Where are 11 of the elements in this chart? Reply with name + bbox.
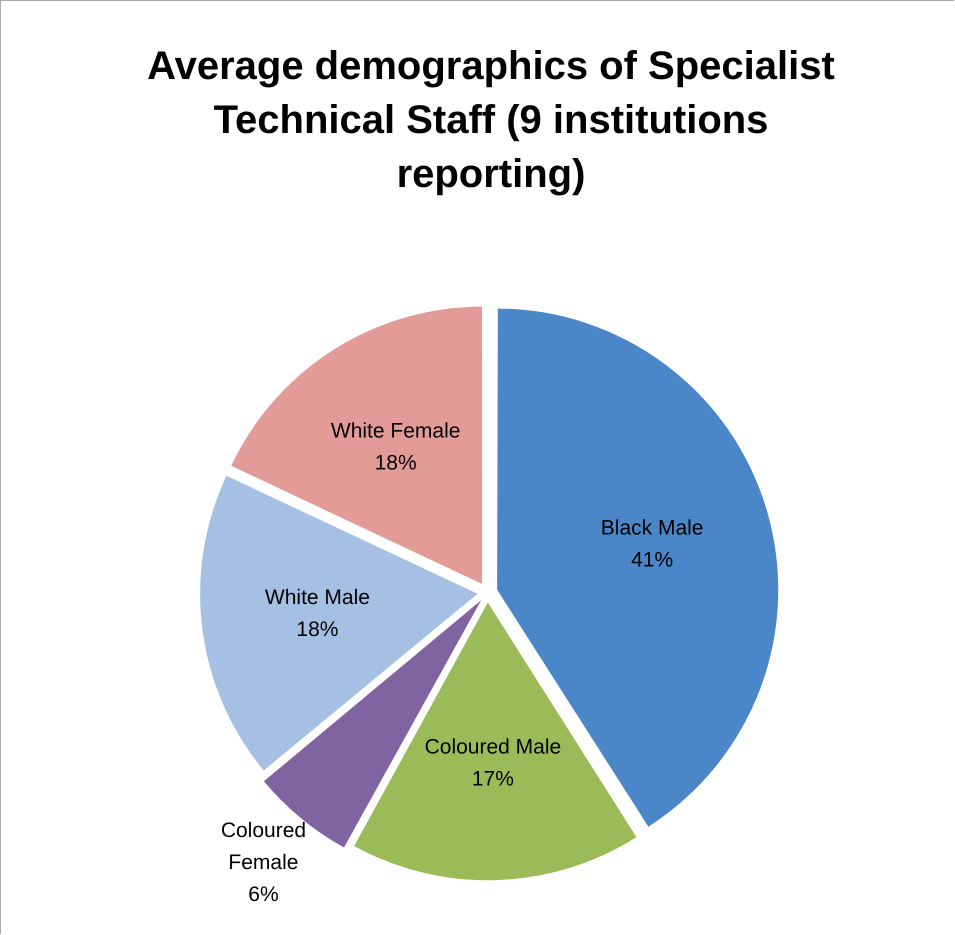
data-label: 41% — [631, 548, 674, 572]
data-label: 18% — [296, 618, 338, 641]
slice-label: White Female — [330, 420, 460, 443]
chart-title: Average demographics of Specialist Technical Staff (9 institutions reporting) — [146, 43, 836, 198]
data-label: 17% — [472, 768, 514, 791]
slice-label: Coloured Female — [220, 819, 306, 874]
slice-label: White Male — [264, 586, 370, 609]
slice-label: Coloured Male — [424, 736, 562, 759]
data-label: 18% — [374, 452, 417, 475]
slice-label: Black Male — [600, 516, 704, 540]
data-label: 6% — [248, 883, 279, 906]
